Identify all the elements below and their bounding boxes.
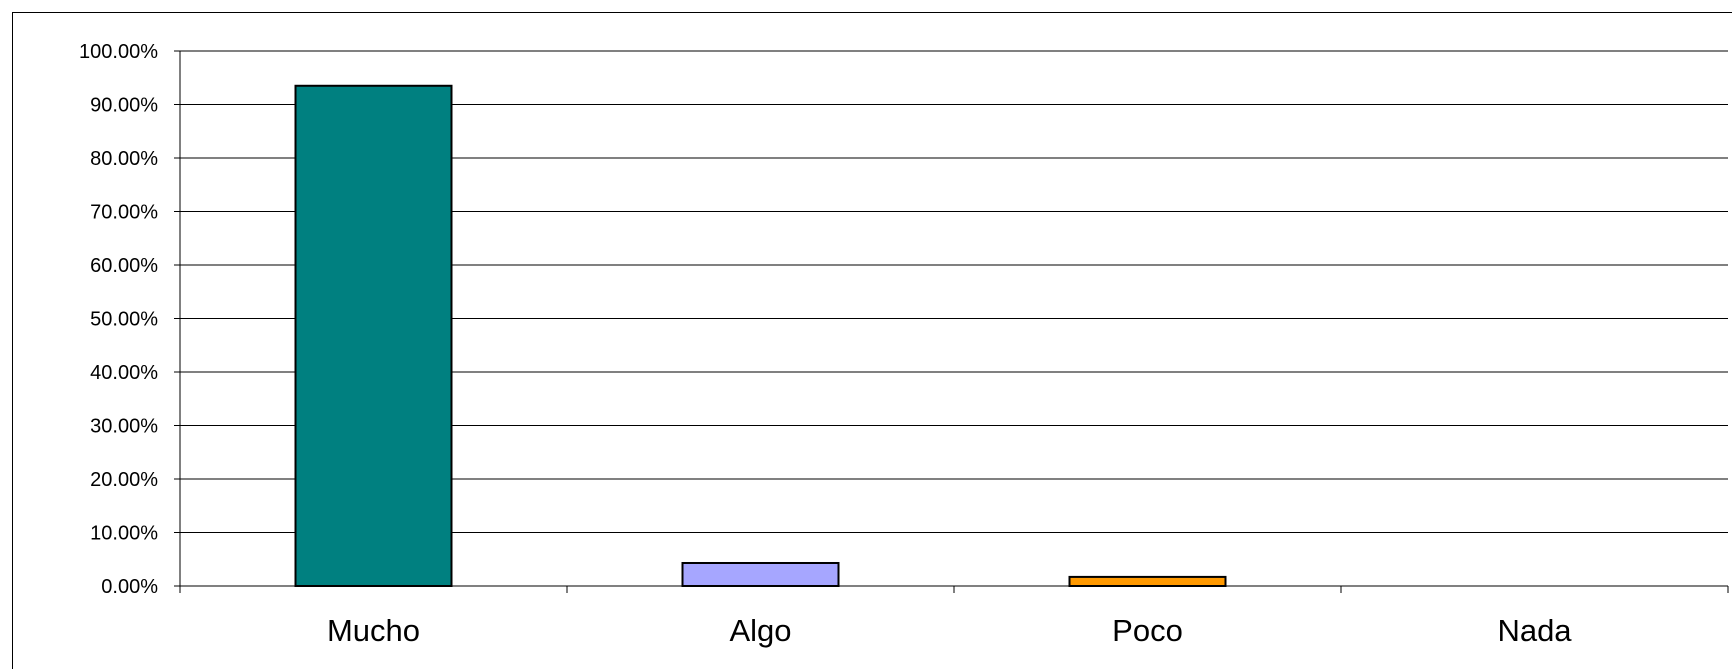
x-tick-label: Poco xyxy=(1112,613,1183,648)
bar-mucho xyxy=(294,84,453,588)
bar-algo xyxy=(681,561,840,587)
bars xyxy=(294,84,1227,588)
y-tick-label: 80.00% xyxy=(90,148,158,170)
y-tick-label: 90.00% xyxy=(90,95,158,117)
bar-poco xyxy=(1068,575,1227,588)
y-tick-label: 40.00% xyxy=(90,362,158,384)
y-tick-label: 70.00% xyxy=(90,202,158,224)
x-tick-label: Nada xyxy=(1497,613,1572,648)
y-tick-label: 30.00% xyxy=(90,416,158,438)
x-tick-label: Algo xyxy=(729,613,791,648)
y-tick-label: 50.00% xyxy=(90,309,158,331)
axes xyxy=(179,51,1729,593)
y-tick-label: 0.00% xyxy=(101,576,158,598)
y-axis-ticks: 0.00% 10.00% 20.00% 30.00% 40.00% 50.00% 60.00… xyxy=(79,41,180,598)
y-tick-label: 20.00% xyxy=(90,469,158,491)
y-tick-label: 10.00% xyxy=(90,523,158,545)
y-tick-label: 100.00% xyxy=(79,41,158,63)
y-tick-label: 60.00% xyxy=(90,255,158,277)
x-tick-label: Mucho xyxy=(327,613,420,648)
x-axis-labels: Mucho Algo Poco Nada xyxy=(327,613,1572,648)
